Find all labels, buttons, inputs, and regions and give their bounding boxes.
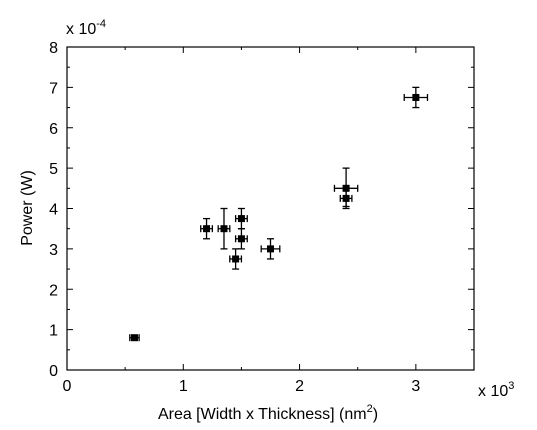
y-tick-label: 4: [49, 202, 58, 219]
data-points: [129, 86, 429, 342]
y-axis-multiplier: x 10-4: [66, 18, 106, 38]
point-marker: [267, 245, 274, 253]
point-marker: [412, 93, 420, 101]
y-tick-label: 0: [49, 363, 58, 380]
x-axis-ticks: 0 1 2 3: [63, 47, 420, 395]
point-marker: [220, 225, 228, 233]
point-marker: [342, 184, 350, 192]
x-tick-label: 1: [179, 378, 188, 395]
x-axis-multiplier: x 103: [478, 380, 514, 400]
data-point: [129, 334, 140, 342]
y-tick-label: 3: [49, 242, 58, 259]
point-marker: [342, 194, 350, 202]
y-tick-label: 7: [49, 80, 58, 97]
data-point: [234, 207, 248, 230]
data-point: [217, 207, 231, 250]
x-axis-label: Area [Width x Thickness] (nm2): [158, 403, 378, 423]
point-marker: [237, 215, 245, 223]
x-tick-label: 2: [295, 378, 304, 395]
y-axis-label: Power (W): [19, 170, 36, 246]
y-tick-label: 5: [49, 161, 58, 178]
y-tick-label: 6: [49, 121, 58, 138]
x-tick-label: 0: [63, 378, 72, 395]
point-marker: [203, 225, 211, 233]
data-point: [229, 248, 243, 270]
point-marker: [237, 235, 245, 243]
y-axis-ticks: 0 1 2 3 4 5 6 7 8: [49, 40, 474, 380]
point-marker: [130, 334, 138, 342]
point-marker: [232, 255, 240, 263]
data-point: [260, 238, 281, 260]
data-point: [234, 228, 248, 250]
y-tick-label: 8: [49, 40, 58, 57]
y-tick-label: 2: [49, 282, 58, 299]
x-tick-label: 3: [411, 378, 420, 395]
data-point: [403, 86, 429, 109]
y-tick-label: 1: [49, 323, 58, 340]
data-point: [339, 189, 353, 208]
data-point: [200, 217, 214, 240]
